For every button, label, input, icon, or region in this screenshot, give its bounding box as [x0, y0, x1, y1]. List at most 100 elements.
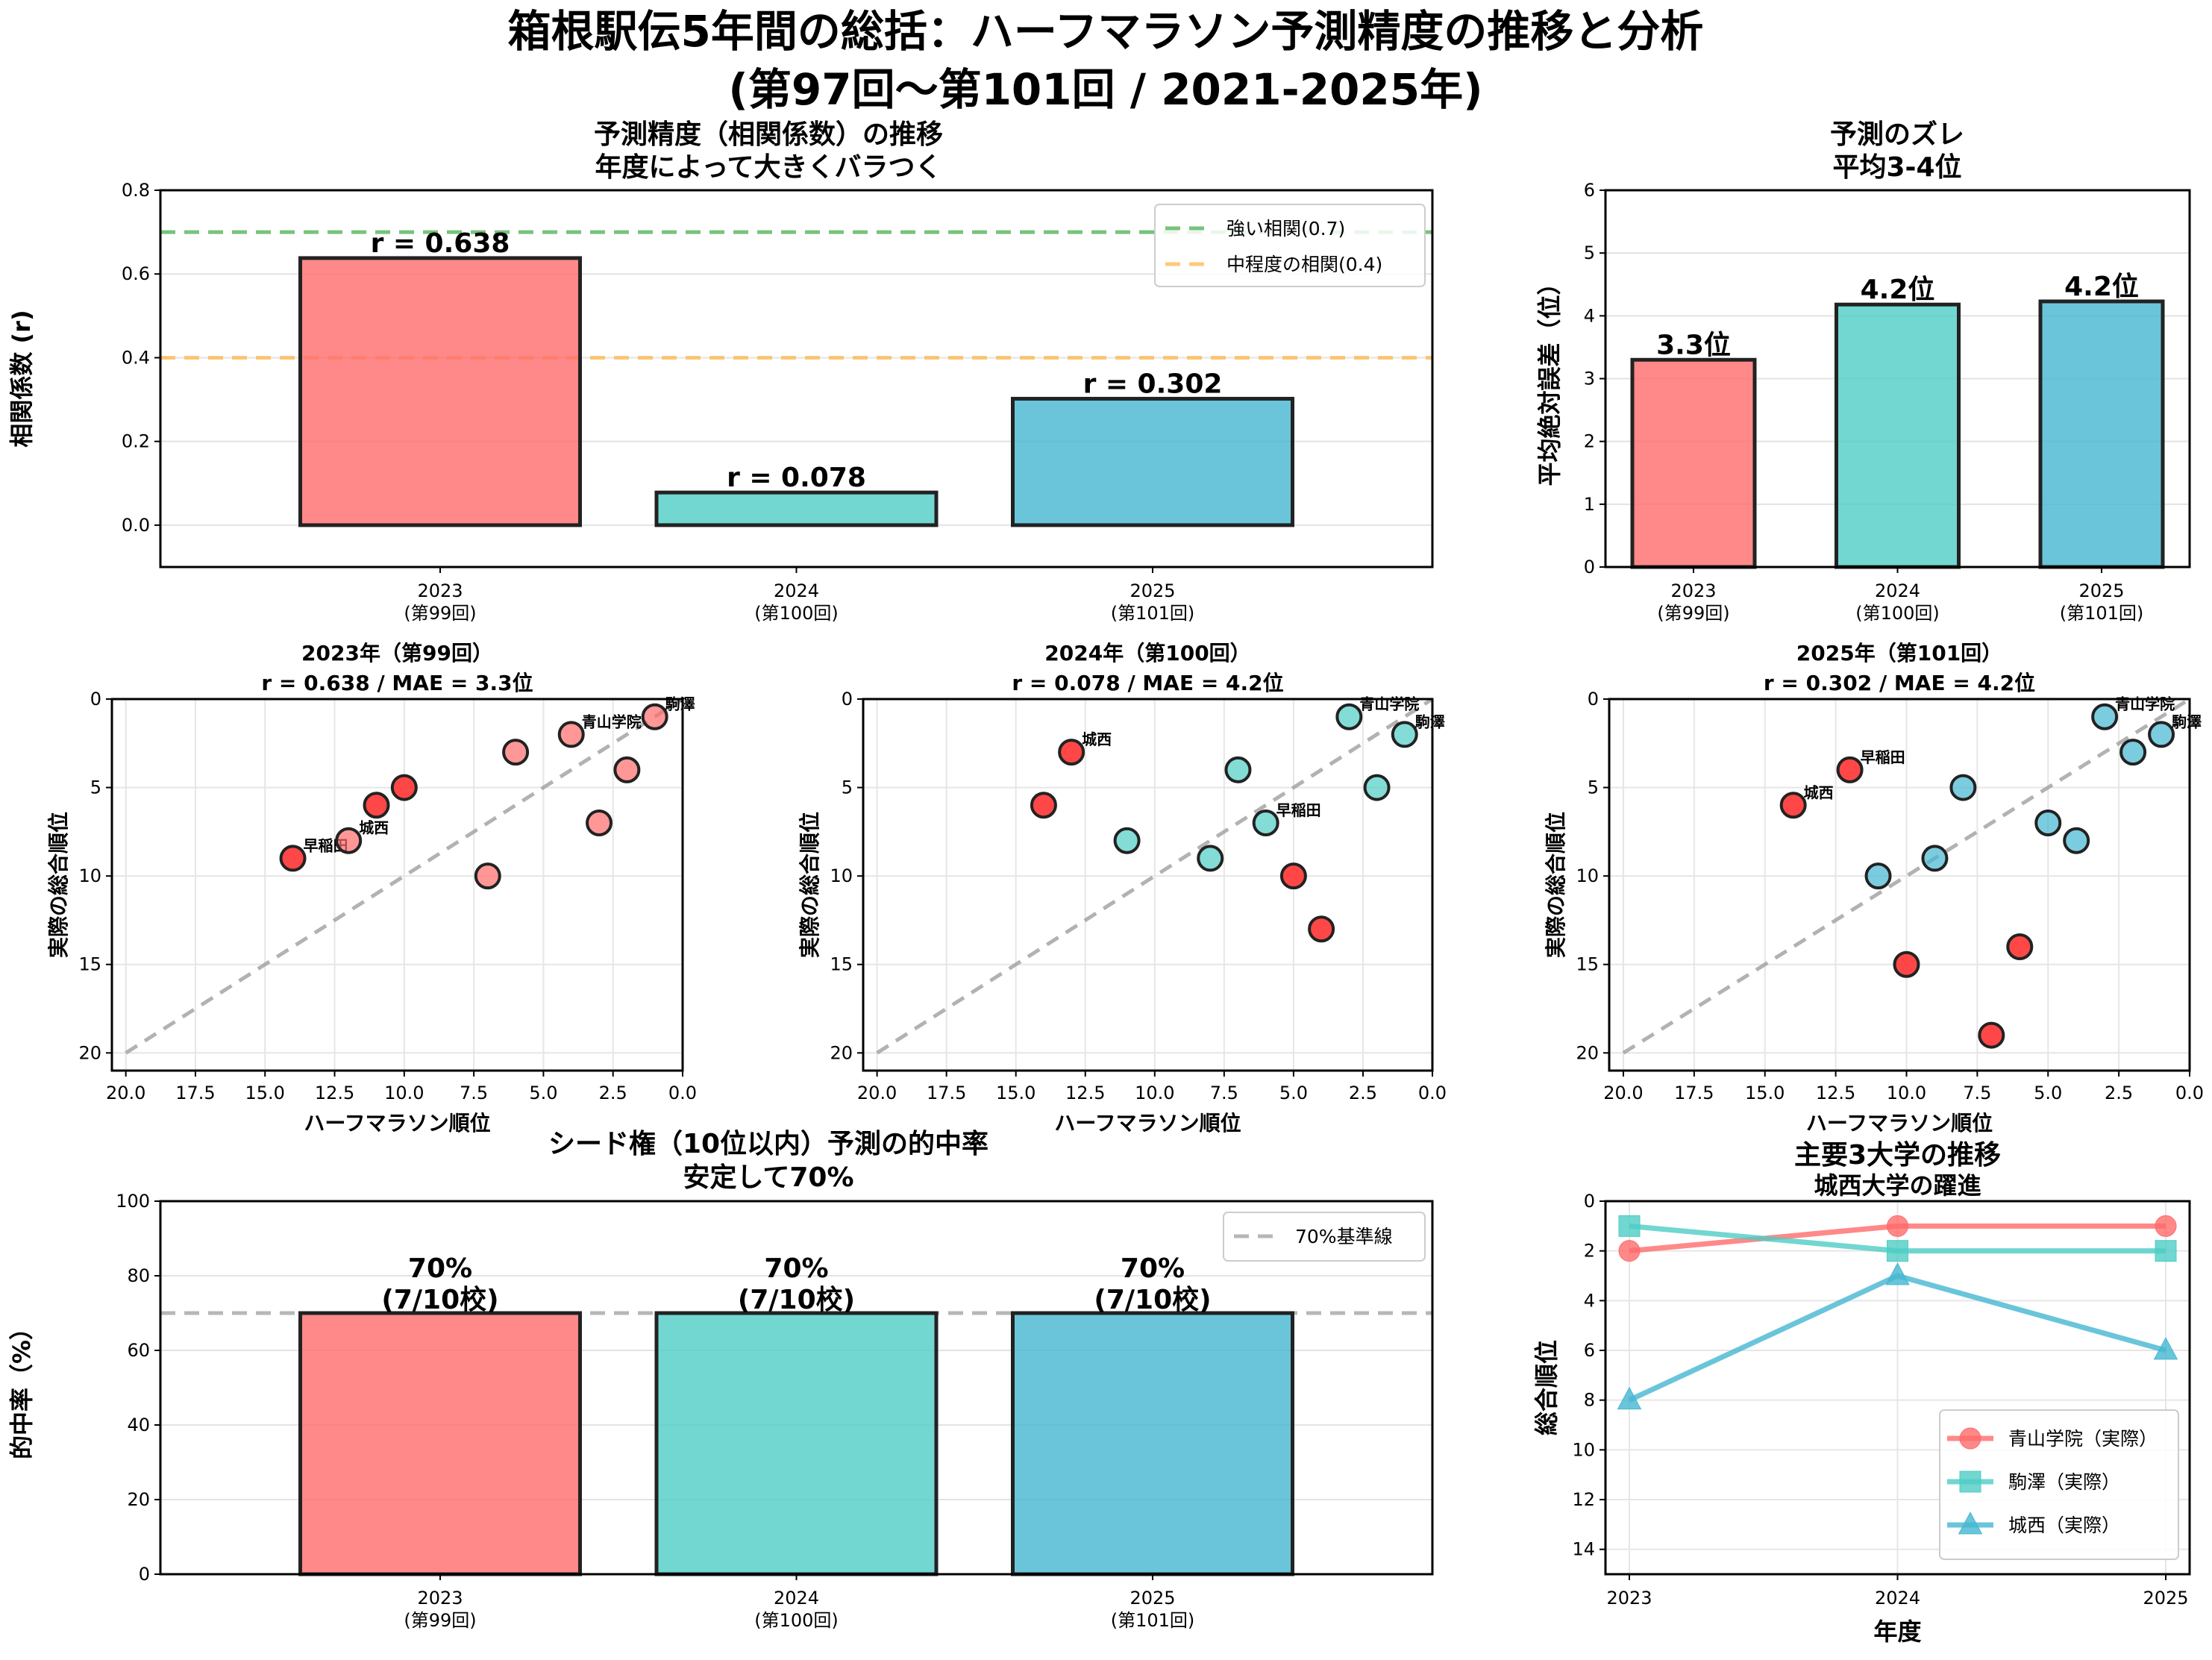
x-tick-label: 12.5	[315, 1083, 354, 1103]
x-tick-label: 10.0	[1135, 1083, 1174, 1103]
x-tick-label: 2024	[774, 580, 819, 601]
x-axis-label: ハーフマラソン順位	[304, 1111, 490, 1136]
data-point	[2063, 827, 2090, 854]
chart-title: 予測のズレ	[1830, 119, 1964, 150]
point-label: 駒澤	[2172, 712, 2202, 730]
bar-value-sublabel: (7/10校)	[381, 1285, 498, 1315]
bar-2024	[654, 1311, 939, 1576]
bar-value-label: 4.2位	[1861, 275, 1935, 305]
chart-title: 2024年（第100回）	[1044, 641, 1250, 665]
y-axis-label: 総合順位	[1532, 1340, 1561, 1435]
x-tick-label: 7.5	[1210, 1083, 1238, 1103]
y-tick-label: 20	[1576, 1042, 1599, 1063]
data-point	[1949, 774, 1977, 801]
figure-title-line2: (第97回〜第101回 / 2021-2025年)	[728, 64, 1482, 115]
series-marker	[1618, 1240, 1641, 1262]
x-tick-sublabel: (第100回)	[754, 1610, 839, 1631]
chart-mae: 0 1 2 3 4 5 6 3.3位 2023(第99回) 4.2位 2024(第100回) 4.2位…	[1535, 119, 2191, 624]
x-tick-sublabel: (第100回)	[1855, 603, 1940, 624]
y-tick-label: 15	[830, 954, 853, 975]
x-tick-label: 2024	[1875, 580, 1920, 601]
legend-label: 青山学院（実際）	[2008, 1428, 2158, 1450]
data-point	[1363, 774, 1391, 801]
y-tick-label: 0.4	[122, 347, 150, 368]
x-tick-label: 5.0	[1279, 1083, 1308, 1103]
data-point	[1779, 792, 1807, 819]
x-tick-label: 10.0	[1887, 1083, 1926, 1103]
y-axis-label: 実際の総合順位	[1544, 812, 1568, 958]
point-label: 城西	[1082, 730, 1112, 748]
x-tick-label: 20.0	[106, 1083, 145, 1103]
chart-title: 予測精度（相関係数）の推移	[594, 119, 943, 150]
series-marker	[2155, 1215, 2177, 1237]
data-point	[1252, 809, 1279, 836]
y-tick-label: 20	[127, 1489, 150, 1510]
y-tick-label: 0.8	[122, 180, 150, 201]
x-tick-label: 2025	[1130, 1588, 1175, 1609]
bar-value-label: 70%	[408, 1253, 472, 1284]
x-tick-label: 17.5	[175, 1083, 215, 1103]
y-tick-label: 0	[842, 689, 853, 710]
data-point	[1335, 703, 1363, 730]
series-marker	[1617, 1386, 1642, 1410]
bar-value-label: r = 0.302	[1083, 369, 1223, 399]
y-tick-label: 15	[78, 954, 101, 975]
bar-value-label: 3.3位	[1656, 330, 1731, 360]
data-point	[1279, 862, 1307, 890]
x-tick-label: 15.0	[1745, 1083, 1785, 1103]
chart-title: シード権（10位以内）予測の的中率	[548, 1129, 988, 1159]
data-point	[1308, 915, 1335, 943]
y-tick-label: 2	[1584, 431, 1595, 452]
x-tick-label: 2025	[2078, 580, 2124, 601]
data-point	[2006, 933, 2034, 960]
y-tick-label: 40	[127, 1415, 150, 1435]
bar-value-label: 4.2位	[2064, 272, 2139, 302]
y-tick-label: 0	[1584, 557, 1595, 577]
y-tick-label: 3	[1584, 369, 1595, 389]
x-axis-label: ハーフマラソン順位	[1054, 1111, 1241, 1136]
y-tick-label: 10	[1572, 1439, 1595, 1460]
y-tick-label: 0.0	[122, 515, 150, 536]
x-tick-sublabel: (第100回)	[754, 603, 839, 624]
chart-subtitle: r = 0.302 / MAE = 4.2位	[1764, 671, 2035, 695]
data-point	[1391, 721, 1418, 748]
legend-label: 城西（実際）	[2008, 1515, 2120, 1536]
data-point	[1893, 950, 1920, 978]
bar-2024	[1835, 302, 1961, 569]
x-tick-sublabel: (第99回)	[1657, 603, 1729, 624]
y-tick-label: 0	[139, 1564, 150, 1585]
y-tick-label: 5	[1588, 777, 1599, 798]
point-label: 青山学院	[2115, 695, 2175, 713]
y-tick-label: 10	[78, 865, 101, 886]
data-point	[1836, 756, 1864, 783]
y-axis-label: 的中率（%）	[7, 1316, 36, 1459]
y-tick-label: 4	[1584, 1290, 1595, 1311]
y-tick-label: 14	[1572, 1539, 1595, 1560]
bar-2025	[1011, 396, 1294, 527]
data-point	[557, 721, 585, 748]
x-tick-label: 2023	[417, 1588, 463, 1609]
axes-frame	[110, 698, 684, 1072]
y-tick-label: 80	[127, 1265, 150, 1286]
legend-label: 70%基準線	[1295, 1226, 1393, 1247]
data-point	[1197, 845, 1224, 872]
axes-frame	[1604, 189, 2191, 569]
x-tick-label: 2023	[417, 580, 463, 601]
x-tick-label: 0.0	[668, 1083, 697, 1103]
y-tick-label: 10	[830, 865, 853, 886]
chart-seed_accuracy: 02040608010070%(7/10校)2023(第99回)70%(7/10…	[7, 1129, 1434, 1631]
point-label: 城西	[1804, 783, 1834, 801]
y-tick-label: 0.2	[122, 431, 150, 452]
legend-marker	[1959, 1427, 1981, 1450]
data-point	[2091, 703, 2119, 730]
x-tick-label: 5.0	[529, 1083, 557, 1103]
point-label: 青山学院	[582, 712, 642, 730]
bar-value-label: 70%	[764, 1253, 828, 1284]
x-tick-label: 10.0	[384, 1083, 424, 1103]
legend-label: 中程度の相関(0.4)	[1226, 254, 1382, 275]
figure-title-line1: 箱根駅伝5年間の総括：ハーフマラソン予測精度の推移と分析	[508, 6, 1704, 57]
y-tick-label: 5	[1584, 242, 1595, 263]
data-point	[2119, 739, 2147, 766]
y-tick-label: 100	[116, 1191, 150, 1212]
